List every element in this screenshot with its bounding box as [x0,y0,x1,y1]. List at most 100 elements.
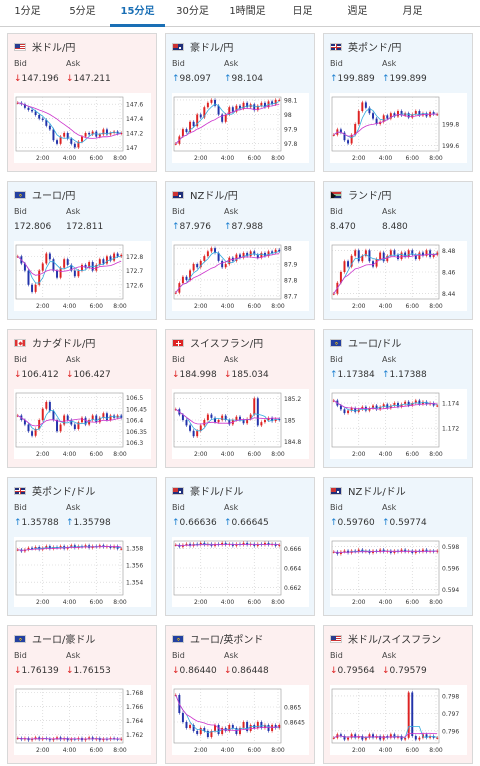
y-tick-label: 0.8645 [284,720,305,727]
candle-body [189,270,192,280]
pair-name: ユーロ/円 [32,191,76,202]
x-tick-label: 4:00 [221,451,235,458]
tab-3[interactable]: 30分足 [176,6,209,17]
price-chart[interactable]: 1.174 1.172 2:00 4:00 6:00 8:00 [330,389,467,459]
currency-card[interactable]: 英ポンド/ドル Bid Ask ↑1.35788 ↑1.35798 1.358 1.356 1… [7,477,157,616]
y-tick-label: 0.594 [442,587,459,594]
candle-body [228,420,231,425]
x-tick-label: 4:00 [63,303,77,310]
y-tick-label: 1.174 [442,401,459,408]
price-chart[interactable]: 1.768 1.766 1.764 1.762 2:00 4:00 6:00 8:00 [14,685,151,755]
currency-card[interactable]: ユーロ/英ポンド Bid Ask ↓0.86440 ↓0.86448 0.865 0.864… [165,625,315,764]
candle-body [260,422,263,426]
candle-body [231,543,234,546]
candle-body [339,405,342,410]
price-chart-svg: 199.8 199.6 2:00 4:00 6:00 8:00 [330,93,467,163]
x-tick-label: 2:00 [352,451,366,458]
candle-body [375,405,378,410]
currency-card[interactable]: 豪ドル/円 Bid Ask ↑98.097 ↑98.104 98.1 98 97.9 97.8 2… [165,33,315,172]
price-chart[interactable]: 8.48 8.46 8.44 2:00 4:00 6:00 8:00 [330,241,467,311]
price-chart-svg: 0.798 0.797 0.796 2:00 4:00 6:00 8:00 [330,685,467,755]
candle-body [56,140,58,144]
price-chart[interactable]: 106.5 106.45 106.4 106.35 106.3 2:00 4:00 6:00 8… [14,389,151,459]
tab-0[interactable]: 1分足 [14,6,41,17]
currency-card[interactable]: ユーロ/円 Bid Ask 172.806 172.811 172.8 172.7 172.6… [7,181,157,320]
x-tick-label: 6:00 [406,155,420,162]
candle-body [253,251,256,255]
ask-value: 199.899 [389,74,427,84]
ask-label: Ask [382,207,397,216]
candle-body [357,409,360,412]
x-tick-label: 6:00 [406,303,420,310]
candle-body [185,129,188,133]
tab-2[interactable]: 15分足 [110,0,165,27]
price-chart[interactable]: 0.598 0.596 0.594 2:00 4:00 6:00 8:00 [330,537,467,607]
candle-body [278,544,281,546]
tab-1[interactable]: 5分足 [69,6,96,17]
bid-price: ↓147.196 [14,74,59,84]
x-tick-label: 6:00 [90,451,104,458]
card-header: 英ポンド/ドル [14,484,95,498]
candle-body [120,133,123,134]
x-tick-label: 8:00 [113,747,127,754]
candle-body [221,542,224,545]
bid-price: ↓184.998 [172,370,217,380]
candle-body [192,264,195,271]
currency-card[interactable]: スイスフラン/円 Bid Ask ↓184.998 ↓185.034 185.2 185 18… [165,329,315,468]
currency-card[interactable]: 豪ドル/ドル Bid Ask ↑0.66636 ↑0.66645 0.666 0.664 0.… [165,477,315,616]
price-chart[interactable]: 88 87.9 87.8 87.7 2:00 4:00 6:00 8:00 [172,241,309,311]
bid-value: 0.86440 [179,666,217,676]
arrow-down-icon: ↓ [224,370,232,380]
price-chart[interactable]: 0.865 0.8645 2:00 4:00 6:00 8:00 [172,685,309,755]
currency-card[interactable]: NZドル/円 Bid Ask ↑87.976 ↑87.988 88 87.9 87.8 87.7… [165,181,315,320]
ask-value: 98.104 [231,74,264,84]
candle-body [231,725,234,728]
price-chart[interactable]: 199.8 199.6 2:00 4:00 6:00 8:00 [330,93,467,163]
currency-card[interactable]: 英ポンド/円 Bid Ask ↑199.889 ↑199.899 199.8 199.6 2:… [323,33,473,172]
currency-card[interactable]: NZドル/ドル Bid Ask ↑0.59760 ↑0.59774 0.598 0.596 0… [323,477,473,616]
bid-label: Bid [172,651,185,660]
x-tick-label: 2:00 [36,303,50,310]
ask-label: Ask [66,59,81,68]
candle-body [109,415,112,420]
candle-body [189,725,192,728]
candle-body [84,264,87,268]
currency-card[interactable]: ランド/円 Bid Ask 8.470 8.480 8.48 8.46 8.44 2:00 4:0… [323,181,473,320]
price-chart[interactable]: 172.8 172.7 172.6 2:00 4:00 6:00 8:00 [14,241,151,311]
candle-body [31,431,34,436]
candle-body [414,254,417,260]
candle-body [263,102,266,108]
tab-4[interactable]: 1時間足 [229,6,266,17]
candle-body [400,549,403,552]
candle-body [116,131,119,134]
tab-7[interactable]: 月足 [402,6,423,17]
currency-card[interactable]: 米ドル/円 Bid Ask ↓147.196 ↓147.211 147.6 147.4 147… [7,33,157,172]
pair-name: カナダドル/円 [32,339,96,350]
candle-body [45,402,48,409]
tab-5[interactable]: 日足 [292,6,313,17]
currency-card[interactable]: カナダドル/円 Bid Ask ↓106.412 ↓106.427 106.5 106.45… [7,329,157,468]
price-chart[interactable]: 147.6 147.4 147.2 147 2:00 4:00 6:00 8:00 [14,93,151,163]
ma-short-line [17,409,122,431]
price-chart[interactable]: 185.2 185 184.8 2:00 4:00 6:00 8:00 [172,389,309,459]
x-tick-label: 8:00 [271,303,285,310]
price-chart[interactable]: 0.798 0.797 0.796 2:00 4:00 6:00 8:00 [330,685,467,755]
card-header: ランド/円 [330,188,391,202]
candle-body [210,248,213,252]
x-tick-label: 8:00 [113,451,127,458]
currency-card[interactable]: 米ドル/スイスフラン Bid Ask ↓0.79564 ↓0.79579 0.798 0.7… [323,625,473,764]
candle-body [23,104,26,108]
candle-body [48,125,51,130]
y-tick-label: 0.798 [442,693,459,700]
currency-card[interactable]: ユーロ/ドル Bid Ask ↑1.17384 ↑1.17388 1.174 1.172 2:… [323,329,473,468]
price-chart[interactable]: 98.1 98 97.9 97.8 2:00 4:00 6:00 8:00 [172,93,309,163]
candle-body [382,115,385,122]
y-tick-label: 0.664 [284,566,301,573]
x-tick-label: 2:00 [36,599,50,606]
currency-card[interactable]: ユーロ/豪ドル Bid Ask ↓1.76139 ↓1.76153 1.768 1.766 1… [7,625,157,764]
price-chart[interactable]: 0.666 0.664 0.662 2:00 4:00 6:00 8:00 [172,537,309,607]
price-chart[interactable]: 1.358 1.356 1.354 2:00 4:00 6:00 8:00 [14,537,151,607]
candle-body [113,253,116,261]
candle-body [199,260,202,268]
tab-6[interactable]: 週足 [347,6,368,17]
